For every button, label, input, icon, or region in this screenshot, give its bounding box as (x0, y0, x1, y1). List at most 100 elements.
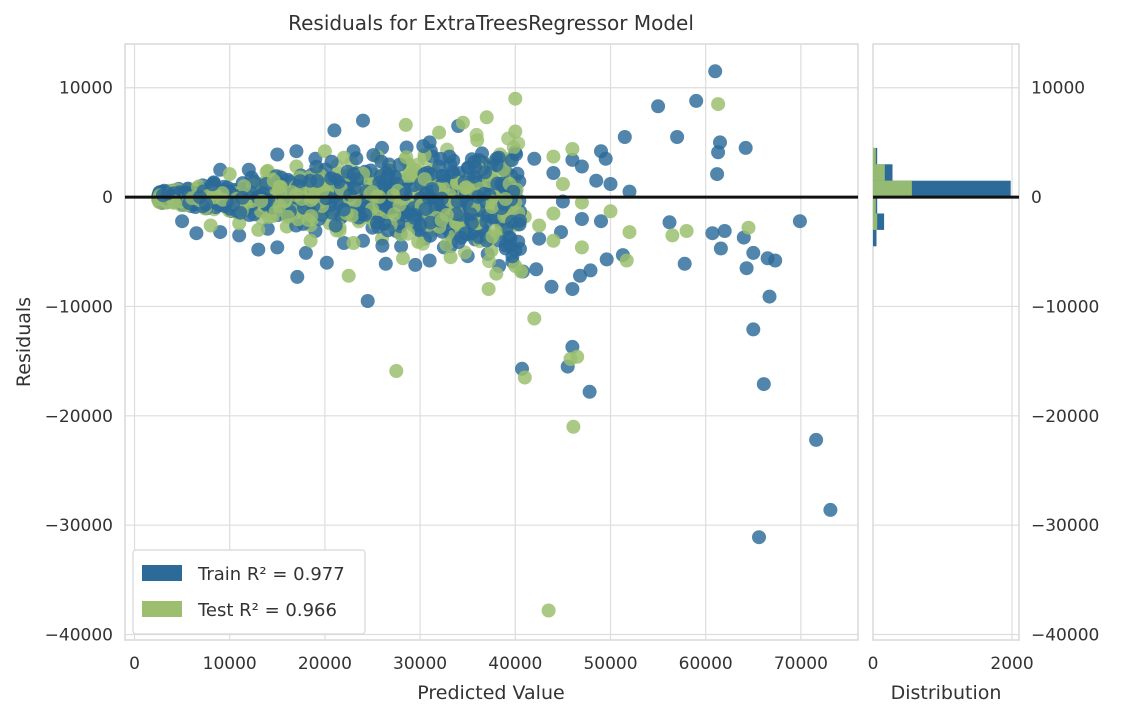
test-point (268, 204, 283, 219)
test-point (455, 115, 470, 130)
test-point (436, 181, 451, 196)
test-point (280, 209, 295, 224)
y-tick-label: −30000 (45, 516, 113, 536)
legend: Train R² = 0.977 Test R² = 0.966 (132, 549, 366, 635)
train-point (617, 130, 632, 144)
train-point (486, 210, 501, 225)
test-point (485, 200, 499, 214)
train-point (573, 268, 587, 283)
train-point (594, 214, 608, 229)
train-point (670, 130, 685, 144)
distribution-y-tick-label: −10000 (1031, 297, 1099, 317)
train-point (347, 181, 362, 196)
x-tick-label: 30000 (393, 654, 447, 674)
test-point (237, 179, 252, 194)
test-point (406, 166, 421, 181)
test-histogram-bar (873, 180, 912, 198)
train-point (360, 294, 375, 308)
train-point (705, 226, 720, 241)
train-point (378, 256, 393, 271)
train-point (529, 262, 544, 277)
test-point (546, 206, 561, 221)
train-point (298, 245, 313, 260)
distribution-y-tick-label: −20000 (1031, 407, 1099, 427)
test-point (532, 218, 547, 233)
test-point (304, 209, 319, 224)
train-point (175, 214, 190, 229)
train-point (809, 432, 824, 447)
main-plot-area (124, 43, 859, 641)
x-tick-label: 50000 (583, 654, 637, 674)
train-point (336, 236, 351, 250)
train-point (677, 256, 692, 271)
train-point (505, 249, 520, 264)
y-tick-labels: 10000 0 −10000 −20000 −30000 −40000 (45, 79, 113, 646)
train-point (583, 263, 598, 278)
train-point (422, 253, 437, 268)
test-point (541, 603, 556, 618)
test-point (386, 188, 401, 203)
train-histogram-bar (873, 213, 885, 230)
test-point (566, 419, 581, 434)
x-tick-label: 0 (129, 654, 140, 674)
legend-train-label: Train R² = 0.977 (197, 564, 345, 585)
test-point (498, 192, 513, 206)
train-point (408, 257, 423, 272)
y-axis-label: Residuals (13, 297, 35, 387)
train-point (270, 240, 285, 255)
test-point (506, 140, 521, 155)
x-tick-labels: 0 10000 20000 30000 40000 50000 60000 70000 (129, 654, 828, 674)
train-point (768, 253, 783, 268)
train-point (546, 166, 561, 180)
train-point (532, 231, 547, 246)
train-point (599, 252, 614, 267)
test-point (346, 236, 361, 250)
train-histogram-bar (873, 229, 877, 247)
test-point (508, 91, 523, 106)
test-point (203, 218, 218, 233)
train-point (489, 158, 504, 172)
train-point (289, 144, 304, 159)
train-point (375, 238, 390, 253)
train-point (293, 174, 308, 189)
train-point (399, 140, 414, 155)
test-point (365, 185, 380, 199)
y-tick-label: −20000 (45, 407, 113, 427)
distribution-x-tick-labels: 0 2000 (868, 654, 1034, 674)
test-point (303, 193, 318, 208)
test-point (401, 226, 416, 241)
train-point (435, 168, 450, 183)
train-point (205, 177, 220, 192)
distribution-y-tick-label: 0 (1031, 188, 1042, 208)
train-point (498, 238, 513, 253)
test-point (432, 125, 447, 140)
train-point (251, 242, 266, 257)
train-point (505, 214, 519, 229)
test-histogram-bar (873, 213, 878, 230)
test-point (619, 253, 634, 268)
train-point (504, 153, 519, 168)
chart-title: Residuals for ExtraTreesRegressor Model (288, 11, 694, 35)
train-point (290, 269, 305, 284)
test-point (317, 144, 332, 159)
distribution-x-tick-label: 2000 (990, 654, 1033, 674)
train-point (752, 530, 766, 545)
x-tick-label: 20000 (298, 654, 352, 674)
train-point (394, 239, 409, 254)
test-point (546, 233, 561, 248)
test-point (711, 97, 726, 112)
train-point (582, 384, 597, 399)
train-point (398, 187, 413, 202)
train-point (451, 235, 466, 249)
train-point (336, 202, 351, 217)
distribution-y-tick-label: −40000 (1031, 626, 1099, 646)
train-point (510, 166, 525, 181)
test-point (679, 224, 694, 238)
distribution-y-tick-label: 10000 (1031, 79, 1085, 99)
legend-box (132, 549, 366, 635)
test-point (489, 266, 504, 281)
test-point (469, 127, 484, 142)
test-point (457, 245, 472, 260)
test-point (289, 188, 303, 203)
